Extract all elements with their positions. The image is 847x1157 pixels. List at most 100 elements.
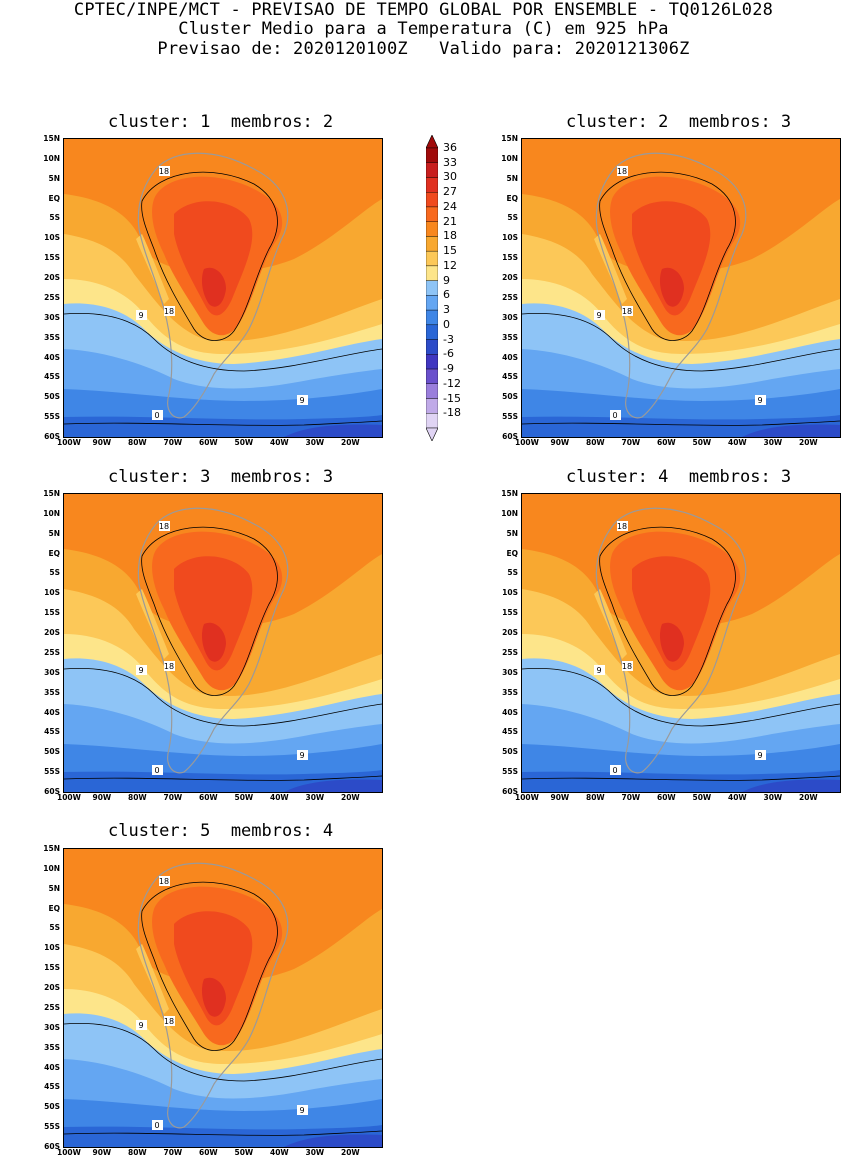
lon-tick-label: 40W [728, 793, 747, 802]
contour-9 [64, 668, 382, 727]
lat-tick-label: 50S [502, 392, 518, 402]
contour-18 [141, 881, 278, 1051]
colorbar-label: -18 [443, 406, 461, 420]
lon-tick-label: 90W [92, 438, 112, 447]
colorbar-segment [425, 309, 439, 326]
colorbar-label: 21 [443, 214, 457, 228]
map-panel: 18 18 9 9 0 [63, 848, 383, 1148]
lat-tick-label: 15S [502, 253, 518, 263]
colorbar-label: 24 [443, 199, 457, 213]
colorbar-label: 15 [443, 244, 457, 258]
colorbar-segment [425, 177, 439, 193]
lat-tick-label: 50S [502, 747, 518, 757]
land-27-30 [174, 556, 253, 671]
lat-tick-label: 30S [502, 667, 518, 677]
contour-label: 9 [136, 310, 147, 320]
colorbar-segment [425, 368, 439, 384]
lat-tick-label: 35S [44, 1042, 60, 1052]
svg-text:9: 9 [757, 396, 762, 405]
lon-tick-label: 90W [550, 438, 570, 447]
land-30-33 [201, 622, 226, 662]
coastline [137, 507, 289, 774]
contour-label: 18 [622, 661, 633, 671]
svg-text:0: 0 [154, 411, 159, 420]
lat-tick-label: 45S [502, 372, 518, 382]
contour-18 [599, 171, 736, 341]
svg-text:18: 18 [617, 167, 627, 176]
contour-label: 18 [159, 876, 170, 886]
lon-tick-label: 70W [621, 793, 641, 802]
contour-label: 0 [152, 410, 163, 420]
lat-tick-label: 50S [44, 1102, 60, 1112]
contour-label: 18 [617, 521, 628, 531]
svg-text:9: 9 [138, 1021, 143, 1030]
svg-text:18: 18 [159, 522, 169, 531]
lat-tick-label: 45S [502, 727, 518, 737]
lon-tick-label: 50W [234, 1148, 254, 1157]
contour-label: 9 [136, 1020, 147, 1030]
land-30-33 [659, 267, 684, 307]
contour-label: 9 [594, 310, 605, 320]
lat-tick-label: 10N [501, 153, 518, 163]
land-30-33 [201, 977, 226, 1017]
svg-text:0: 0 [154, 766, 159, 775]
contour-label: 9 [136, 665, 147, 675]
lat-tick-label: 40S [502, 352, 518, 362]
andes-strip [594, 589, 627, 659]
land-27-30 [174, 911, 253, 1026]
lat-tick-label: 15S [44, 963, 60, 973]
andes-strip [594, 234, 627, 304]
contour-18 [141, 526, 278, 696]
lat-tick-label: 25S [44, 1002, 60, 1012]
lat-tick-label: 30S [44, 1022, 60, 1032]
lat-tick-label: 15N [501, 489, 518, 498]
contour-9 [64, 1023, 382, 1082]
band-neg [284, 779, 382, 792]
lon-tick-label: 70W [163, 1148, 183, 1157]
lon-tick-label: 80W [128, 793, 147, 802]
colorbar-segment [425, 339, 439, 355]
colorbar-segment [425, 236, 439, 252]
coastline [137, 152, 289, 419]
andes-strip [136, 944, 169, 1014]
lon-tick-label: 50W [234, 438, 254, 447]
lat-tick-label: 25S [44, 647, 60, 657]
contour-9 [522, 668, 840, 727]
map-panel: 18 18 9 9 0 [521, 493, 841, 793]
lat-tick-label: 30S [44, 667, 60, 677]
lon-tick-label: 90W [92, 793, 112, 802]
lat-tick-label: 10N [43, 153, 60, 163]
lon-tick-label: 60W [199, 793, 218, 802]
lon-tick-label: 100W [515, 793, 539, 802]
contour-0 [64, 1130, 382, 1136]
lon-tick-label: 80W [128, 1148, 147, 1157]
header-dates: Previsao de: 2020120100Z Valido para: 20… [157, 39, 690, 59]
lon-tick-label: 100W [57, 438, 81, 447]
lat-tick-label: 15S [44, 253, 60, 263]
colorbar-segment [425, 324, 439, 340]
lon-tick-label: 100W [515, 438, 539, 447]
lat-tick-label: 60S [44, 432, 60, 441]
lat-tick-label: 10S [44, 943, 60, 953]
lat-tick-label: EQ [506, 193, 519, 203]
svg-text:0: 0 [612, 766, 617, 775]
lat-tick-label: 50S [44, 747, 60, 757]
lat-tick-label: 10N [501, 508, 518, 518]
lat-tick-label: 25S [502, 292, 518, 302]
lon-tick-label: 50W [234, 793, 254, 802]
coastline [595, 152, 747, 419]
colorbar-segment [425, 162, 439, 178]
contour-0 [522, 420, 840, 426]
colorbar-segment [425, 280, 439, 296]
lon-tick-label: 20W [799, 793, 818, 802]
svg-text:9: 9 [138, 311, 143, 320]
lat-tick-label: 15S [44, 608, 60, 618]
colorbar-segment [425, 265, 439, 281]
contour-label: 0 [152, 765, 163, 775]
lat-tick-label: 5S [507, 568, 518, 578]
lat-tick-label: 20S [502, 273, 518, 283]
colorbar-segment [425, 398, 439, 414]
contour-label: 0 [610, 765, 621, 775]
svg-text:9: 9 [596, 666, 601, 675]
lon-tick-label: 30W [763, 438, 783, 447]
